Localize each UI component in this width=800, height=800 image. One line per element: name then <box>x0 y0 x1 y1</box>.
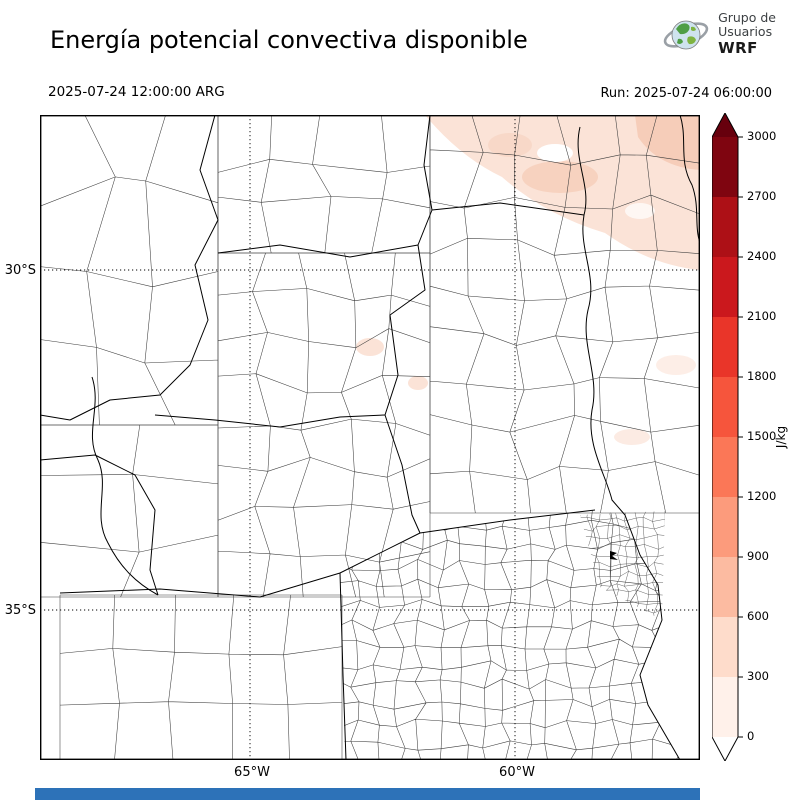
colorbar-tick-label: 1800 <box>747 369 777 383</box>
footer-bar <box>35 788 700 800</box>
colorbar-tick-label: 1200 <box>747 489 777 503</box>
logo-text: Grupo de Usuarios WRF <box>718 10 776 57</box>
colorbar-tick-label: 600 <box>747 609 769 623</box>
colorbar-tick-label: 2100 <box>747 309 777 323</box>
logo-line-2: Usuarios <box>718 24 773 40</box>
colorbar-unit-label: J/kg <box>772 404 790 470</box>
valid-time-label: 2025-07-24 12:00:00 ARG <box>48 84 225 100</box>
logo-line-wrf: WRF <box>718 38 758 57</box>
colorbar-tick-label: 2700 <box>747 189 777 203</box>
city-marker <box>610 551 618 560</box>
xtick-60w: 60°W <box>499 765 535 780</box>
run-time-label: Run: 2025-07-24 06:00:00 <box>600 86 772 101</box>
map-layers <box>40 115 700 760</box>
colorbar-unit-text: J/kg <box>774 425 788 449</box>
map-canvas <box>40 115 700 760</box>
colorbar-tick-label: 300 <box>747 669 769 683</box>
globe-icon <box>663 20 709 50</box>
ytick-30s: 30°S <box>4 263 36 278</box>
colorbar-tick-label: 1500 <box>747 429 777 443</box>
page-title: Energía potencial convectiva disponible <box>50 26 528 54</box>
colorbar-tick-label: 2400 <box>747 249 777 263</box>
colorbar <box>712 113 743 761</box>
ytick-35s: 35°S <box>4 603 36 618</box>
colorbar-tick-label: 0 <box>747 729 755 743</box>
colorbar-tick-label: 900 <box>747 549 769 563</box>
buenos-aires-mesh <box>340 510 680 760</box>
xtick-65w: 65°W <box>234 765 270 780</box>
wrf-users-group-logo: Grupo de Usuarios WRF <box>663 10 776 58</box>
logo-line-1: Grupo de <box>718 10 776 25</box>
colorbar-tick-label: 3000 <box>747 129 777 143</box>
